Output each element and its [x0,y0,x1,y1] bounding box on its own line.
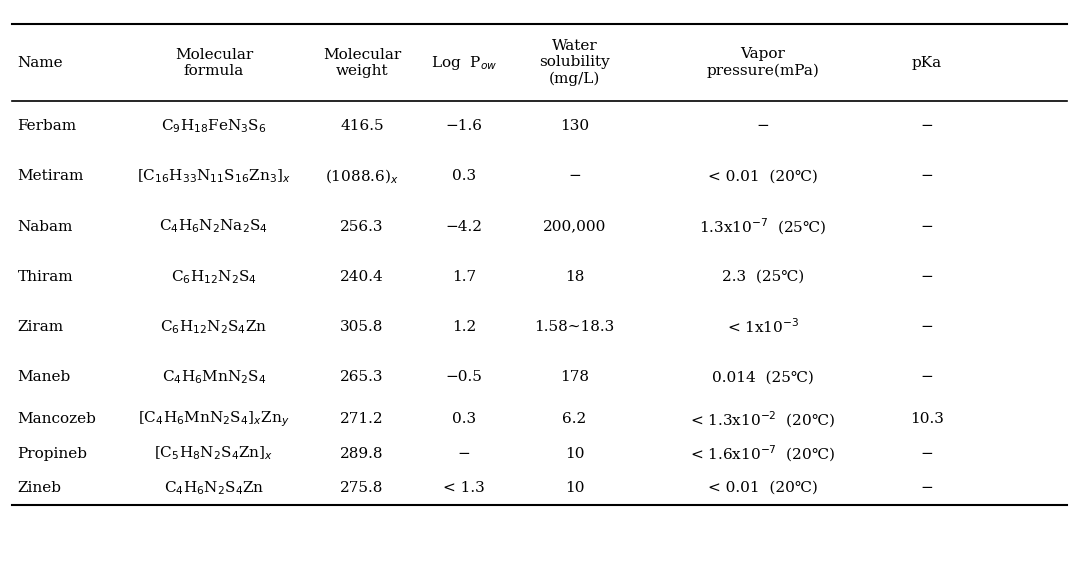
Text: Log  P$_{ow}$: Log P$_{ow}$ [431,54,497,72]
Text: C$_6$H$_{12}$N$_2$S$_4$Zn: C$_6$H$_{12}$N$_2$S$_4$Zn [161,318,268,336]
Text: −: − [569,170,581,183]
Text: < 1.3: < 1.3 [443,481,486,495]
Text: −: − [920,481,933,495]
Text: −: − [457,446,470,461]
Text: −: − [920,446,933,461]
Text: Maneb: Maneb [17,370,71,384]
Text: Name: Name [17,56,64,70]
Text: [C$_5$H$_8$N$_2$S$_4$Zn]$_x$: [C$_5$H$_8$N$_2$S$_4$Zn]$_x$ [154,445,274,462]
Text: −: − [920,119,933,134]
Text: [C$_4$H$_6$MnN$_2$S$_4$]$_x$Zn$_y$: [C$_4$H$_6$MnN$_2$S$_4$]$_x$Zn$_y$ [138,410,290,429]
Text: < 1x10$^{-3}$: < 1x10$^{-3}$ [726,317,798,336]
Text: Metiram: Metiram [17,170,84,183]
Text: 10: 10 [564,446,584,461]
Text: Mancozeb: Mancozeb [17,413,96,426]
Text: −: − [920,170,933,183]
Text: < 0.01  (20℃): < 0.01 (20℃) [708,481,818,495]
Text: 305.8: 305.8 [340,320,384,334]
Text: 18: 18 [564,270,584,284]
Text: −: − [920,370,933,384]
Text: (1088.6)$_x$: (1088.6)$_x$ [325,167,399,186]
Text: Ferbam: Ferbam [17,119,77,134]
Text: −0.5: −0.5 [446,370,482,384]
Text: 416.5: 416.5 [340,119,384,134]
Text: Water
solubility
(mg/L): Water solubility (mg/L) [540,40,610,86]
Text: Propineb: Propineb [17,446,87,461]
Text: 289.8: 289.8 [340,446,384,461]
Text: 10: 10 [564,481,584,495]
Text: 6.2: 6.2 [562,413,587,426]
Text: 2.3  (25℃): 2.3 (25℃) [722,270,804,284]
Text: < 1.3x10$^{-2}$  (20℃): < 1.3x10$^{-2}$ (20℃) [691,409,835,430]
Text: Molecular
weight: Molecular weight [323,48,401,78]
Text: [C$_{16}$H$_{33}$N$_{11}$S$_{16}$Zn$_3$]$_x$: [C$_{16}$H$_{33}$N$_{11}$S$_{16}$Zn$_3$]… [137,167,291,185]
Text: 130: 130 [560,119,589,134]
Text: Molecular
formula: Molecular formula [175,48,254,78]
Text: C$_6$H$_{12}$N$_2$S$_4$: C$_6$H$_{12}$N$_2$S$_4$ [170,268,257,286]
Text: Zineb: Zineb [17,481,62,495]
Text: 10.3: 10.3 [910,413,944,426]
Text: pKa: pKa [912,56,942,70]
Text: Thiram: Thiram [17,270,73,284]
Text: 1.2: 1.2 [452,320,476,334]
Text: Ziram: Ziram [17,320,64,334]
Text: C$_4$H$_6$N$_2$Na$_2$S$_4$: C$_4$H$_6$N$_2$Na$_2$S$_4$ [160,218,269,236]
Text: 178: 178 [560,370,589,384]
Text: Nabam: Nabam [17,219,73,234]
Text: −: − [756,119,769,134]
Text: 275.8: 275.8 [340,481,384,495]
Text: 0.3: 0.3 [452,170,476,183]
Text: −: − [920,270,933,284]
Text: 200,000: 200,000 [543,219,606,234]
Text: 265.3: 265.3 [340,370,384,384]
Text: C$_4$H$_6$MnN$_2$S$_4$: C$_4$H$_6$MnN$_2$S$_4$ [162,368,267,386]
Text: 271.2: 271.2 [340,413,384,426]
Text: −1.6: −1.6 [446,119,482,134]
Text: Vapor
pressure(mPa): Vapor pressure(mPa) [707,48,819,78]
Text: 0.3: 0.3 [452,413,476,426]
Text: 256.3: 256.3 [340,219,384,234]
Text: −4.2: −4.2 [446,219,482,234]
Text: 240.4: 240.4 [340,270,384,284]
Text: 1.7: 1.7 [452,270,476,284]
Text: 1.58∼18.3: 1.58∼18.3 [534,320,615,334]
Text: C$_9$H$_{18}$FeN$_3$S$_6$: C$_9$H$_{18}$FeN$_3$S$_6$ [161,117,267,135]
Text: −: − [920,219,933,234]
Text: 0.014  (25℃): 0.014 (25℃) [712,370,814,384]
Text: −: − [920,320,933,334]
Text: < 0.01  (20℃): < 0.01 (20℃) [708,170,818,183]
Text: 1.3x10$^{-7}$  (25℃): 1.3x10$^{-7}$ (25℃) [699,217,827,237]
Text: C$_4$H$_6$N$_2$S$_4$Zn: C$_4$H$_6$N$_2$S$_4$Zn [164,479,264,497]
Text: < 1.6x10$^{-7}$  (20℃): < 1.6x10$^{-7}$ (20℃) [691,444,835,464]
